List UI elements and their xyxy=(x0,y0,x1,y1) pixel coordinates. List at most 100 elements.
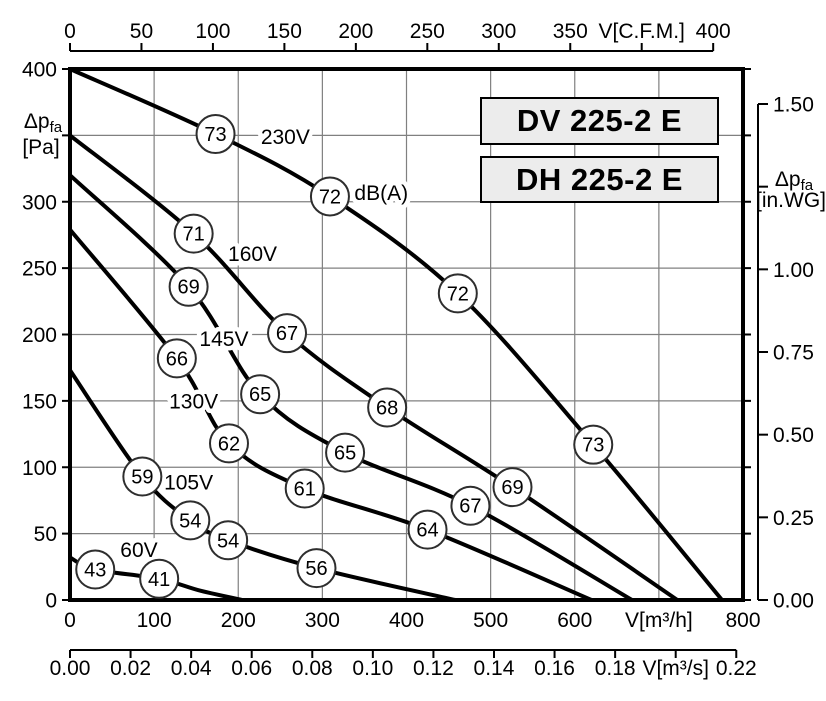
bottom-m3s-tick-label: 0.06 xyxy=(231,657,272,680)
bottom-axis-tick-label: 300 xyxy=(305,609,340,632)
db-marker-value: 73 xyxy=(204,124,226,146)
voltage-label-145V: 145V xyxy=(199,328,248,351)
db-marker-value: 67 xyxy=(459,496,481,518)
top-cfm-tick-label: 150 xyxy=(267,20,302,43)
plot-border xyxy=(68,67,745,602)
db-marker-circle xyxy=(309,176,350,217)
bottom-m3s-tick-label: 0.14 xyxy=(474,657,515,680)
bottom-m3s-tick-label: 0.08 xyxy=(292,657,333,680)
left-axis-tick-label: 300 xyxy=(22,191,57,214)
db-marker-circle xyxy=(168,266,209,307)
model-badge-dh: DH 225-2 E xyxy=(480,156,719,203)
db-marker-circle xyxy=(139,558,180,599)
db-marker-value: 41 xyxy=(148,569,170,591)
bottom-axis-tick-label: 600 xyxy=(557,609,592,632)
bottom-m3s-tick-label: 0.00 xyxy=(50,657,91,680)
left-axis-tick-label: 150 xyxy=(22,390,57,413)
model-badge-dv: DV 225-2 E xyxy=(480,97,719,145)
bottom-axis-tick-label: 800 xyxy=(725,609,760,632)
right-inwg-tick-label: 1.00 xyxy=(773,259,814,282)
db-marker-circle xyxy=(450,485,491,526)
top-cfm-tick-label: 250 xyxy=(410,20,445,43)
pressure-border-ticks xyxy=(62,68,751,601)
model-badge-dh-label: DH 225-2 E xyxy=(516,161,683,197)
db-marker-value: 72 xyxy=(319,186,341,208)
db-marker-value: 65 xyxy=(334,443,356,465)
curve-labels: 230V 160V 145V 130V 105V 60V dB(A) xyxy=(116,122,413,567)
bottom-m3s-tick-label: 0.18 xyxy=(595,657,636,680)
db-marker-value: 56 xyxy=(305,558,327,580)
right-inwg-tick-label: 1.50 xyxy=(773,94,814,117)
db-marker-circle xyxy=(240,374,281,415)
top-cfm-tick-label: 200 xyxy=(338,20,373,43)
bottom-axis-tick-label: 100 xyxy=(137,609,172,632)
top-cfm-tick-label: 0 xyxy=(64,20,76,43)
db-marker-circle xyxy=(284,468,325,509)
db-marker-value: 64 xyxy=(416,520,438,542)
bottom-m3s-ruler xyxy=(69,649,738,658)
db-marker-value: 43 xyxy=(84,559,106,581)
left-axis-title: Δpfa xyxy=(24,110,63,136)
bottom-axis-tick-label: 200 xyxy=(221,609,256,632)
bottom-m3s-tick-label: 0.02 xyxy=(110,657,151,680)
left-axis-tick-label: 250 xyxy=(22,258,57,281)
left-axis-tick-label: 0 xyxy=(45,590,57,613)
db-marker-value: 67 xyxy=(276,323,298,345)
db-markers: 73 72 72 73 71 67 68 69 69 65 65 67 66 62 61 64 59 54 54 56… xyxy=(75,114,614,599)
db-marker-value: 68 xyxy=(376,398,398,420)
top-cfm-tick-label: 400 xyxy=(696,20,731,43)
db-marker-value: 61 xyxy=(294,478,316,500)
model-badge-dv-label: DV 225-2 E xyxy=(516,103,683,138)
top-cfm-tick-label: V[C.F.M.] xyxy=(599,20,685,43)
voltage-label-160V: 160V xyxy=(228,243,277,266)
top-cfm-tick-label: 350 xyxy=(553,20,588,43)
fan-curves xyxy=(70,69,724,600)
top-cfm-tick-label: 50 xyxy=(130,20,153,43)
left-axis-tick-label: 50 xyxy=(34,523,57,546)
db-marker-value: 69 xyxy=(177,277,199,299)
bottom-axis-tick-label: 500 xyxy=(473,609,508,632)
db-marker-value: 59 xyxy=(131,467,153,489)
db-marker-circle xyxy=(208,520,249,561)
right-inwg-tick-label: 0.25 xyxy=(773,507,814,530)
right-inwg-tick-label: 0.50 xyxy=(773,424,814,447)
db-marker-circle xyxy=(573,424,614,465)
bottom-axis-tick-label: 400 xyxy=(389,609,424,632)
db-marker-value: 54 xyxy=(217,530,239,552)
fan-curve-145V xyxy=(70,173,634,600)
db-marker-circle xyxy=(407,509,448,550)
db-marker-circle xyxy=(325,432,366,473)
db-marker-circle xyxy=(122,456,163,497)
bottom-m3s-tick-label: 0.16 xyxy=(534,657,575,680)
db-marker-circle xyxy=(173,213,214,254)
db-marker-value: 65 xyxy=(249,384,271,406)
right-axis-unit: [in.WG] xyxy=(756,189,826,212)
db-marker-circle xyxy=(195,114,236,155)
db-unit-label: dB(A) xyxy=(354,182,408,205)
fan-curve-105V xyxy=(70,369,456,600)
voltage-label-130V: 130V xyxy=(169,390,218,413)
db-marker-circle xyxy=(170,500,211,541)
db-marker-circle xyxy=(267,313,308,354)
db-marker-circle xyxy=(208,423,249,464)
voltage-label-230V: 230V xyxy=(261,126,310,149)
fan-curve-130V xyxy=(70,228,593,600)
db-marker-value: 69 xyxy=(501,477,523,499)
db-marker-circle xyxy=(367,387,408,428)
voltage-label-60V: 60V xyxy=(120,539,157,562)
top-cfm-tick-label: 300 xyxy=(481,20,516,43)
db-marker-value: 54 xyxy=(179,510,201,532)
db-marker-value: 66 xyxy=(166,348,188,370)
bottom-axis-tick-label: 0 xyxy=(64,609,76,632)
left-axis-tick-label: 100 xyxy=(22,457,57,480)
bottom-m3s-tick-label: 0.12 xyxy=(413,657,454,680)
db-marker-value: 62 xyxy=(218,433,240,455)
bottom-m3s-tick-label: 0.04 xyxy=(171,657,212,680)
right-inwg-tick-label: 0.00 xyxy=(773,590,814,613)
db-marker-circle xyxy=(156,338,197,379)
left-axis-unit: [Pa] xyxy=(22,136,59,159)
db-marker-value: 73 xyxy=(582,435,604,457)
